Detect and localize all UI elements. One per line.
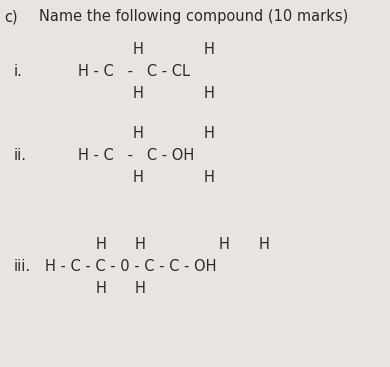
Text: i.: i. bbox=[14, 64, 23, 79]
Text: H: H bbox=[133, 86, 144, 101]
Text: H: H bbox=[203, 86, 214, 101]
Text: H - C   -   C - CL: H - C - C - CL bbox=[78, 64, 190, 79]
Text: H: H bbox=[203, 127, 214, 141]
Text: H - C   -   C - OH: H - C - C - OH bbox=[78, 149, 194, 163]
Text: ii.: ii. bbox=[14, 149, 27, 163]
Text: H: H bbox=[259, 237, 269, 251]
Text: Name the following compound (10 marks): Name the following compound (10 marks) bbox=[39, 9, 348, 24]
Text: H: H bbox=[95, 237, 106, 251]
Text: H: H bbox=[133, 127, 144, 141]
Text: H: H bbox=[203, 171, 214, 185]
Text: c): c) bbox=[4, 9, 18, 24]
Text: H: H bbox=[95, 281, 106, 295]
Text: H: H bbox=[135, 237, 146, 251]
Text: H: H bbox=[135, 281, 146, 295]
Text: H: H bbox=[219, 237, 230, 251]
Text: H: H bbox=[133, 171, 144, 185]
Text: H: H bbox=[203, 42, 214, 57]
Text: H: H bbox=[133, 42, 144, 57]
Text: H - C - C - 0 - C - C - OH: H - C - C - 0 - C - C - OH bbox=[45, 259, 216, 273]
Text: iii.: iii. bbox=[14, 259, 31, 273]
